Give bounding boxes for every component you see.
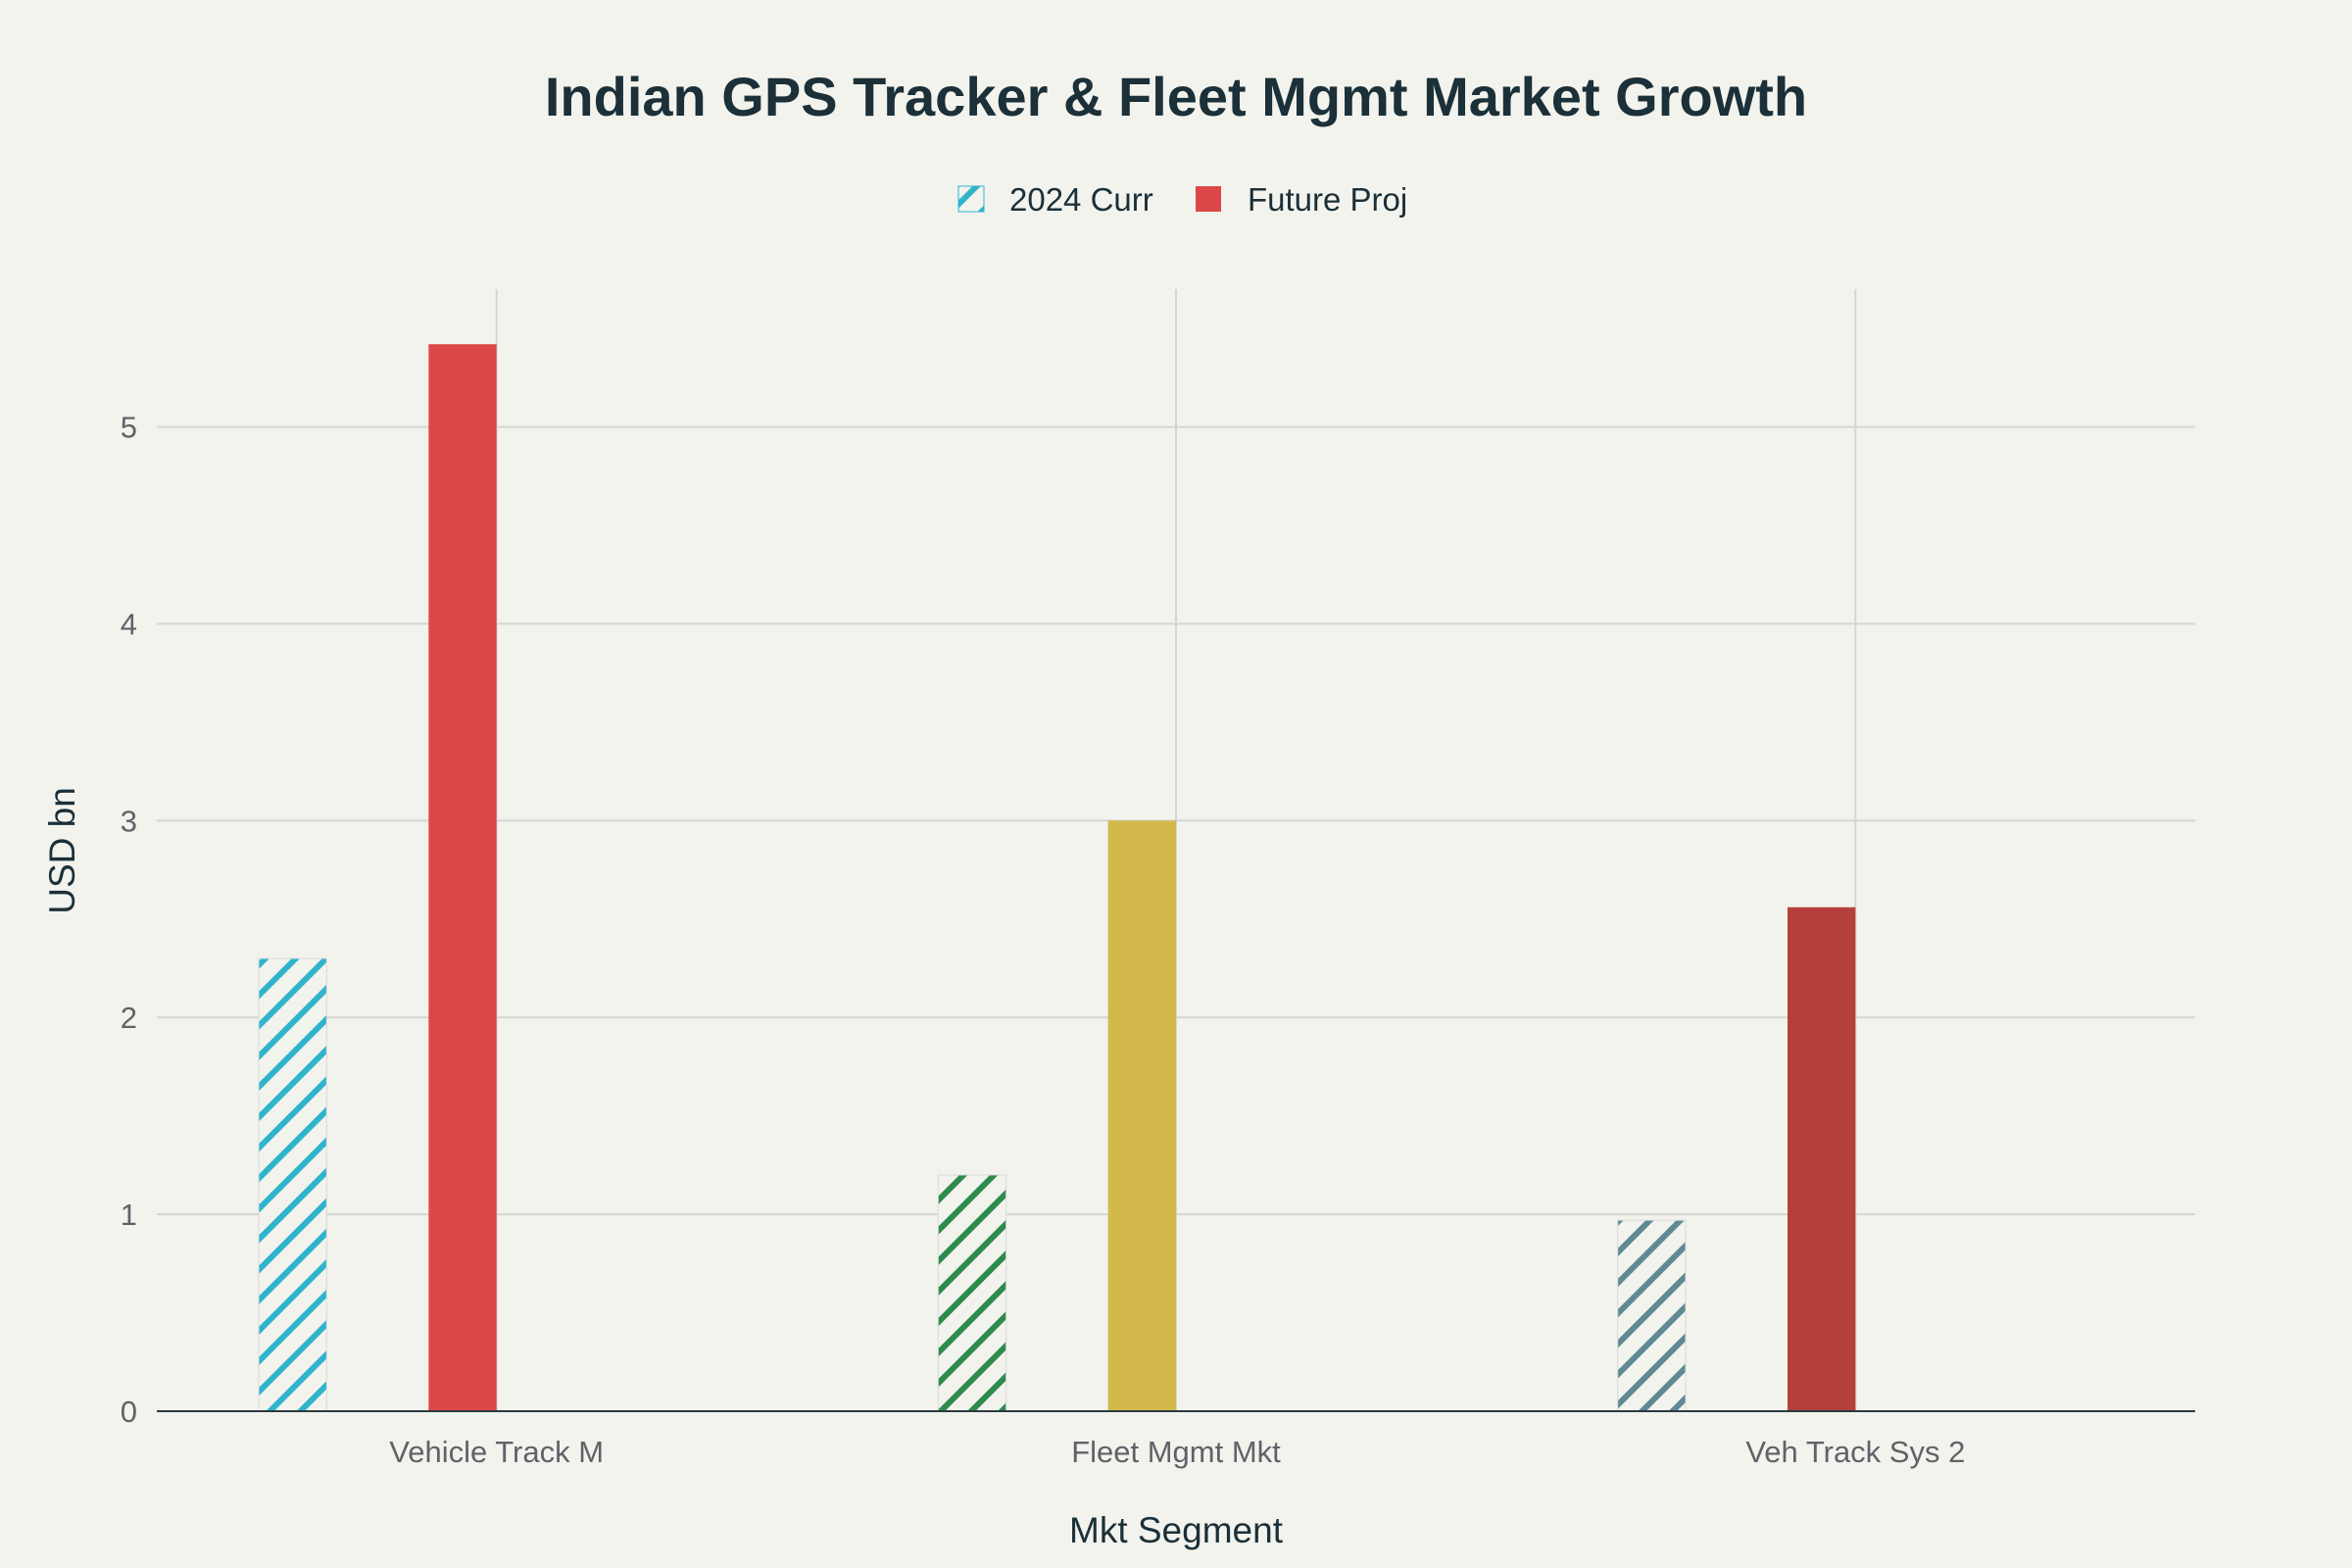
x-tick-label-fleet-mgmt-mkt: Fleet Mgmt Mkt xyxy=(1071,1435,1281,1469)
y-axis-title: USD bn xyxy=(42,787,82,914)
y-tick-label-1: 1 xyxy=(121,1198,137,1232)
legend: 2024 Curr Future Proj xyxy=(957,181,1407,218)
axes: 0 1 2 3 4 5 Vehicle Track M Fleet Mgmt Mkt Veh T… xyxy=(121,411,2195,1469)
y-tick-label-4: 4 xyxy=(121,607,137,641)
legend-swatch-2024-curr xyxy=(957,185,985,213)
x-tick-label-veh-track-sys-2: Veh Track Sys 2 xyxy=(1745,1435,1965,1469)
y-tick-label-2: 2 xyxy=(121,1001,137,1035)
y-tick-label-5: 5 xyxy=(121,411,137,445)
chart-title: Indian GPS Tracker & Fleet Mgmt Market G… xyxy=(545,66,1807,127)
bars xyxy=(258,344,1856,1412)
legend-label-future-proj: Future Proj xyxy=(1248,181,1407,218)
x-axis-title: Mkt Segment xyxy=(1069,1510,1284,1550)
x-tick-label-vehicle-track-m: Vehicle Track M xyxy=(389,1435,604,1469)
legend-label-2024-curr: 2024 Curr xyxy=(1009,181,1153,218)
y-tick-label-3: 3 xyxy=(121,804,137,838)
bar-2024-curr-fleet-mgmt-mkt xyxy=(937,1174,1007,1412)
bar-future-proj-veh-track-sys-2 xyxy=(1788,906,1856,1411)
bar-2024-curr-vehicle-track-m xyxy=(258,957,327,1412)
bar-future-proj-fleet-mgmt-mkt xyxy=(1107,820,1176,1411)
y-tick-label-0: 0 xyxy=(121,1395,137,1429)
bar-future-proj-vehicle-track-m xyxy=(428,344,497,1411)
legend-swatch-future-proj xyxy=(1196,186,1221,212)
bar-2024-curr-veh-track-sys-2 xyxy=(1617,1219,1687,1412)
